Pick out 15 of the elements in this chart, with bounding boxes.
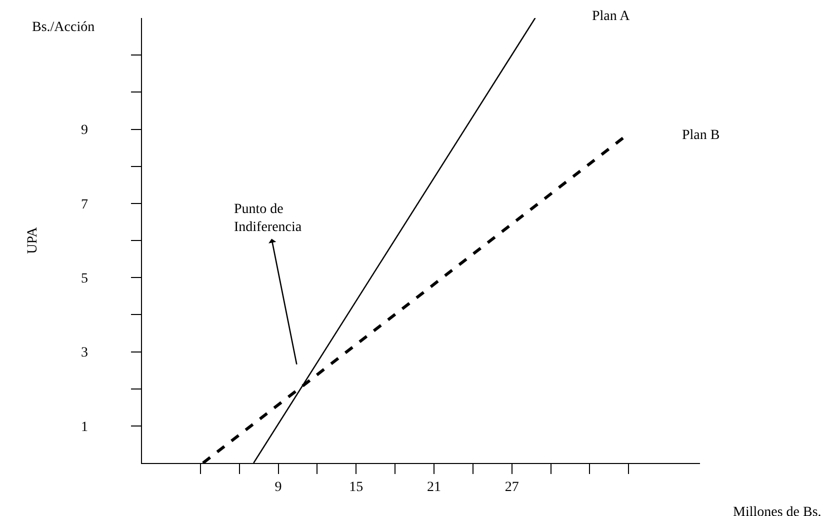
y-tick-label: 1: [81, 420, 88, 435]
x-tick-label: 21: [426, 480, 441, 495]
annotation: Punto de Indiferencia: [234, 202, 302, 236]
x-tick-label: 9: [274, 480, 282, 495]
text: Bs./Acción: [32, 20, 95, 35]
y-tick-label: 3: [81, 346, 88, 361]
y-tick-label: 9: [81, 123, 88, 138]
text: Plan B: [682, 128, 720, 143]
y-tick-label: 5: [81, 271, 88, 286]
text: Plan A: [592, 9, 631, 24]
x-axis-title: Millones de Bs.: [733, 505, 822, 516]
x-tick-label: 27: [504, 480, 519, 495]
y-axis-title: UPA: [26, 226, 41, 254]
x-tick-label: 15: [349, 480, 364, 495]
y-tick-label: 7: [81, 197, 88, 212]
